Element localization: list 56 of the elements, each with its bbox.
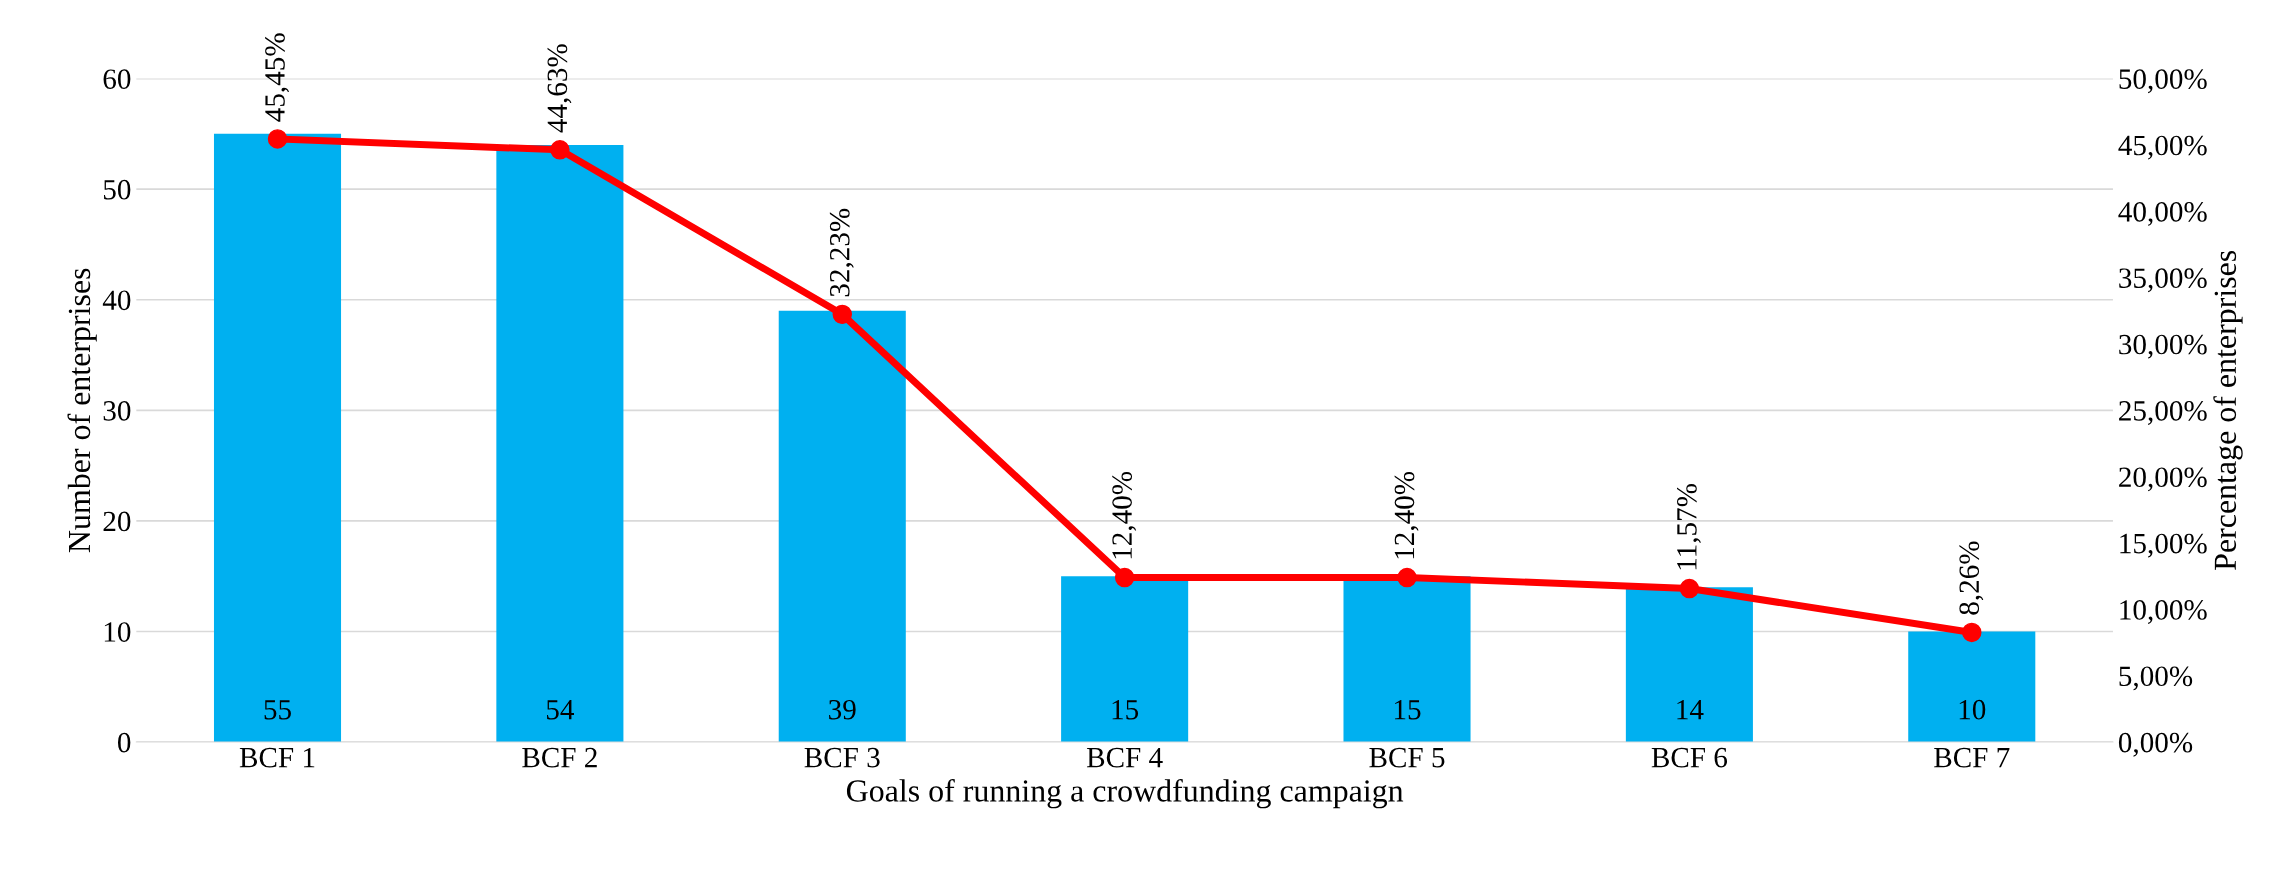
y-tick-label: 50	[103, 179, 131, 200]
data-label: 12,40%	[1394, 471, 1419, 559]
data-label: 8,26%	[1959, 541, 1984, 615]
data-label: 12,40%	[1112, 471, 1137, 559]
data-label: 15	[1112, 700, 1139, 720]
x-tick-label: BCF 4	[1086, 747, 1163, 768]
y-tick-label: 0	[117, 732, 131, 753]
data-label: 55	[264, 700, 291, 720]
y2-tick-label: 50,00%	[2119, 69, 2207, 94]
bar	[213, 133, 342, 743]
y2-tick-label: 45,00%	[2118, 135, 2207, 160]
x-tick-label: BCF 7	[1934, 747, 2010, 768]
data-label: 32,23%	[829, 208, 854, 297]
bar	[1061, 576, 1189, 743]
data-label: 11,57%	[1677, 484, 1701, 570]
y2-tick-label: 30,00%	[2119, 334, 2207, 359]
point	[1397, 567, 1417, 588]
point	[1114, 567, 1135, 588]
x-tick-label: BCF 6	[1651, 747, 1728, 768]
bar	[1343, 576, 1471, 743]
point	[1679, 578, 1700, 599]
data-label: 10	[1959, 699, 1986, 720]
y2-tick-label: 35,00%	[2119, 268, 2207, 293]
y2-tick-label: 20,00%	[2119, 467, 2207, 492]
data-label: 54	[547, 700, 575, 720]
y2-tick-label: 25,00%	[2119, 401, 2207, 425]
y-axis-title: Number of enterprises	[67, 268, 97, 553]
y-tick-label: 10	[104, 622, 131, 642]
data-label: 44,63%	[547, 44, 572, 133]
data-label: 14	[1677, 700, 1704, 720]
y2-tick-label: 40,00%	[2118, 201, 2207, 226]
x-tick-label: BCF 3	[804, 747, 880, 768]
x-tick-label: BCF 5	[1369, 747, 1445, 768]
y-tick-label: 20	[103, 511, 131, 532]
x-axis-title: Goals of running a crowdfunding campaign	[846, 778, 1404, 809]
y-tick-label: 60	[103, 69, 131, 89]
y2-axis-title: Percentage of enterprises	[2213, 250, 2243, 570]
data-label: 15	[1395, 700, 1421, 720]
x-tick-label: BCF 1	[239, 747, 315, 768]
data-label: 39	[829, 699, 856, 720]
data-label: 45,45%	[265, 33, 290, 122]
bar	[1625, 587, 1753, 743]
x-tick-label: BCF 2	[522, 747, 597, 768]
y-tick-label: 40	[102, 290, 131, 311]
point	[832, 304, 852, 325]
point	[267, 129, 288, 149]
y2-tick-label: 10,00%	[2120, 600, 2207, 624]
bar	[1908, 631, 2036, 743]
y2-tick-label: 0,00%	[2118, 732, 2193, 757]
point	[1962, 622, 1982, 643]
y2-tick-label: 15,00%	[2120, 533, 2207, 558]
y-tick-label: 30	[103, 401, 131, 421]
y2-tick-label: 5,00%	[2119, 666, 2193, 691]
bar	[496, 144, 624, 743]
bar	[778, 310, 906, 743]
point	[550, 140, 570, 160]
